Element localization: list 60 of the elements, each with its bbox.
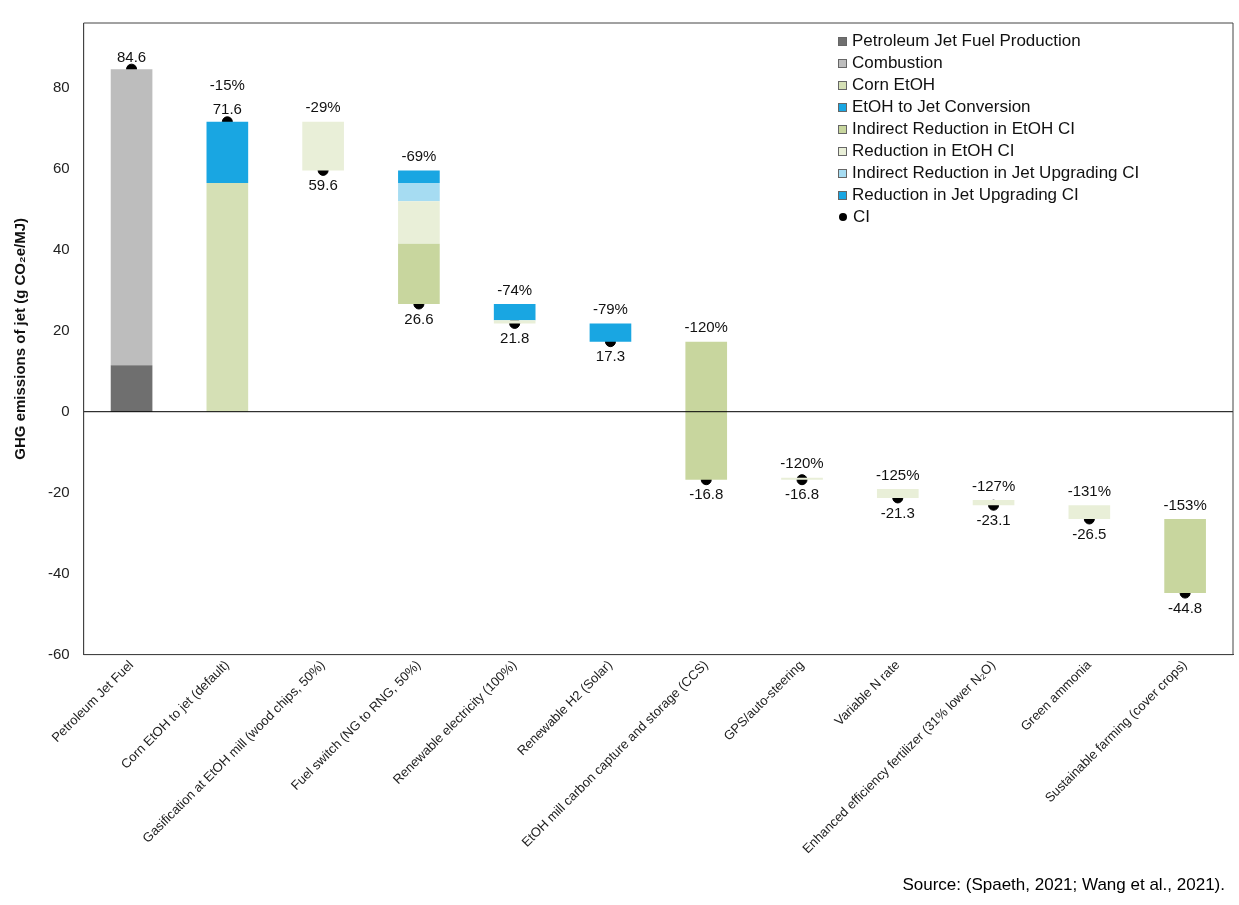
source-note: Source: (Spaeth, 2021; Wang et al., 2021). bbox=[902, 875, 1225, 895]
y-tick-label: -20 bbox=[47, 482, 70, 500]
bar bbox=[302, 121, 344, 171]
bar bbox=[876, 489, 919, 498]
annotation: -15% bbox=[209, 76, 245, 94]
bar bbox=[781, 477, 823, 480]
bar bbox=[398, 182, 440, 202]
annotation: -120% bbox=[684, 318, 728, 336]
bar bbox=[206, 121, 249, 183]
bar bbox=[1164, 518, 1206, 594]
y-tick-label: 40 bbox=[52, 239, 70, 257]
bar bbox=[1068, 505, 1111, 519]
legend-label: Corn EtOH bbox=[852, 75, 936, 95]
bar bbox=[493, 320, 536, 324]
y-tick-label: 20 bbox=[52, 320, 70, 338]
y-tick-label: 0 bbox=[61, 401, 70, 419]
legend-label: EtOH to Jet Conversion bbox=[852, 97, 1031, 117]
bar bbox=[398, 243, 440, 304]
legend-label: Reduction in Jet Upgrading CI bbox=[852, 185, 1079, 205]
data-label: 59.6 bbox=[308, 176, 338, 194]
legend-label: Petroleum Jet Fuel Production bbox=[852, 31, 1081, 51]
data-label: -23.1 bbox=[976, 510, 1011, 528]
data-label: -21.3 bbox=[880, 503, 915, 521]
data-label: -26.5 bbox=[1072, 524, 1107, 542]
y-tick-label: -40 bbox=[47, 563, 70, 581]
annotation: -74% bbox=[497, 280, 533, 298]
data-label: -44.8 bbox=[1168, 598, 1203, 616]
bar bbox=[685, 341, 728, 480]
bar bbox=[398, 201, 440, 244]
y-axis-title: GHG emissions of jet (g CO₂e/MJ) bbox=[11, 217, 29, 460]
bar bbox=[398, 170, 440, 183]
data-label: 21.8 bbox=[500, 329, 530, 347]
legend-label: Indirect Reduction in Jet Upgrading CI bbox=[852, 163, 1140, 183]
y-tick-label: 80 bbox=[52, 77, 70, 95]
bar bbox=[110, 69, 153, 366]
legend-label: CI bbox=[853, 207, 870, 227]
data-label: 71.6 bbox=[212, 100, 242, 118]
data-label: -16.8 bbox=[689, 485, 724, 503]
annotation: -125% bbox=[876, 465, 920, 483]
annotation: -127% bbox=[971, 476, 1016, 494]
annotation: -120% bbox=[780, 454, 824, 472]
data-label: 84.6 bbox=[116, 47, 147, 65]
data-label: 17.3 bbox=[595, 347, 626, 365]
bar bbox=[206, 182, 249, 412]
data-label: 26.6 bbox=[404, 309, 434, 327]
legend-label: Indirect Reduction in EtOH CI bbox=[852, 119, 1075, 139]
annotation: -153% bbox=[1163, 495, 1207, 513]
legend-label: Combustion bbox=[852, 53, 943, 73]
annotation: -131% bbox=[1067, 481, 1112, 499]
y-tick-label: 60 bbox=[52, 158, 70, 176]
data-label: -16.8 bbox=[784, 485, 820, 503]
y-tick-label: -60 bbox=[47, 644, 70, 662]
annotation: -29% bbox=[305, 98, 341, 116]
bar bbox=[110, 365, 153, 412]
bar bbox=[972, 499, 1015, 506]
annotation: -69% bbox=[401, 147, 437, 165]
bar bbox=[493, 303, 536, 321]
annotation: -79% bbox=[592, 300, 628, 318]
legend-label: Reduction in EtOH CI bbox=[852, 141, 1015, 161]
bar bbox=[589, 323, 632, 342]
